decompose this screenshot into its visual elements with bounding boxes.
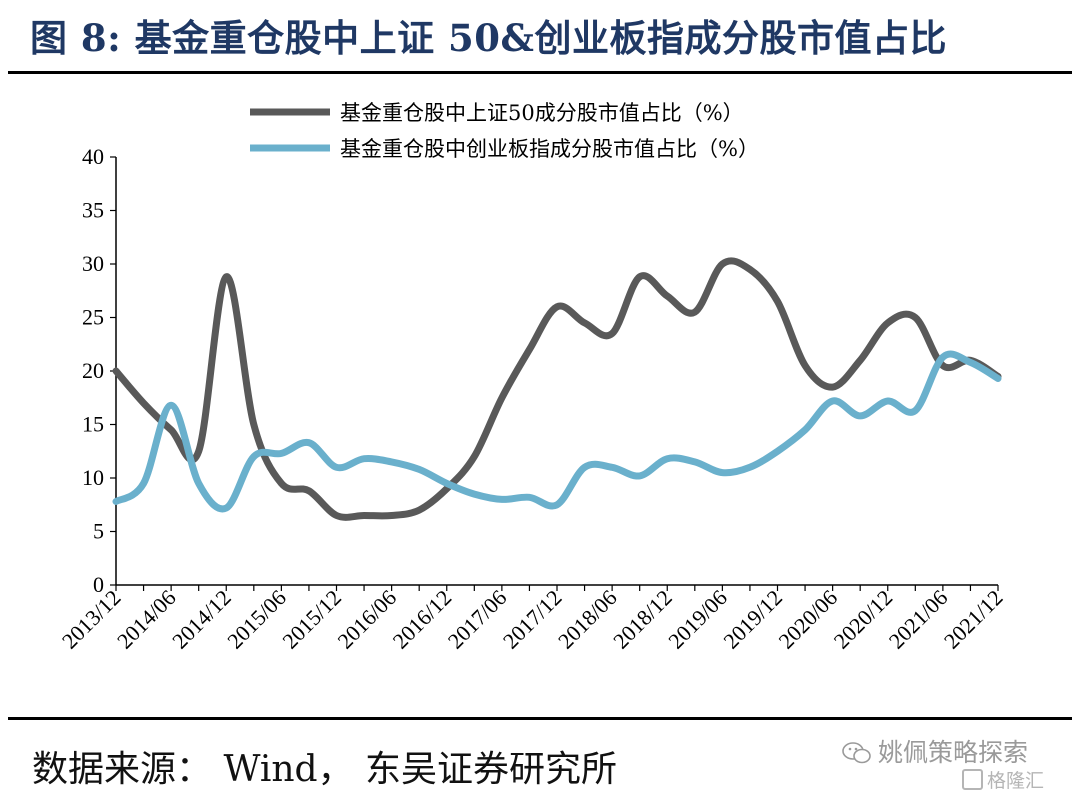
x-tick-label: 2019/06: [663, 585, 732, 654]
wechat-icon: [842, 742, 871, 764]
watermark-site: 格隆汇: [962, 766, 1044, 793]
top-divider: [8, 71, 1072, 74]
y-tick-label: 20: [82, 358, 104, 383]
x-tick-label: 2018/12: [608, 585, 677, 654]
x-tick-label: 2019/12: [718, 585, 787, 654]
y-tick-label: 40: [82, 144, 104, 169]
chart-figure-title: 图 8: 基金重仓股中上证 50&创业板指成分股市值占比: [30, 16, 947, 60]
x-tick-label: 2018/06: [553, 585, 622, 654]
watermark-account-name: 姚佩策略探索: [878, 738, 1029, 767]
x-tick-label: 2015/06: [222, 585, 291, 654]
line-chart: 基金重仓股中上证50成分股市值占比（%） 基金重仓股中创业板指成分股市值占比（%）…: [57, 101, 1008, 654]
legend-label: 基金重仓股中上证50成分股市值占比（%）: [340, 101, 744, 125]
watermark-account: 姚佩策略探索: [842, 733, 1028, 769]
x-tick-label: 2014/12: [167, 585, 236, 654]
watermark-site-name: 格隆汇: [987, 770, 1045, 792]
x-tick-label: 2020/12: [829, 585, 898, 654]
y-axis: 0 5 10 15 20 25 30 35 40: [82, 144, 117, 597]
y-tick-label: 25: [82, 305, 104, 330]
data-source-note: 数据来源： Wind， 东吴证券研究所: [32, 749, 618, 790]
legend-item-sz50: 基金重仓股中上证50成分股市值占比（%）: [250, 101, 744, 125]
x-tick-label: 2014/06: [112, 585, 181, 654]
x-axis: 2013/122014/062014/122015/062015/122016/…: [57, 584, 1008, 654]
series-line-cyb: [112, 350, 1002, 513]
x-tick-label: 2017/12: [498, 585, 567, 654]
legend-label: 基金重仓股中创业板指成分股市值占比（%）: [340, 137, 759, 161]
y-tick-label: 35: [82, 198, 104, 223]
x-tick-label: 2016/06: [332, 585, 401, 654]
y-tick-label: 5: [93, 519, 104, 544]
x-tick-label: 2015/12: [277, 585, 346, 654]
legend: 基金重仓股中上证50成分股市值占比（%） 基金重仓股中创业板指成分股市值占比（%）: [250, 101, 759, 161]
legend-item-cyb: 基金重仓股中创业板指成分股市值占比（%）: [250, 137, 759, 161]
y-tick-label: 30: [82, 251, 104, 276]
x-tick-label: 2020/06: [773, 585, 842, 654]
x-tick-label: 2013/12: [57, 585, 126, 654]
y-tick-label: 15: [82, 412, 104, 437]
x-tick-label: 2021/06: [884, 585, 953, 654]
y-tick-label: 10: [82, 465, 104, 490]
y-tick-label: 0: [93, 572, 104, 597]
x-tick-label: 2021/12: [939, 585, 1008, 654]
series-line-sz50: [112, 257, 1002, 521]
x-tick-label: 2016/12: [388, 585, 457, 654]
x-tick-label: 2017/06: [443, 585, 512, 654]
site-logo-icon: [962, 769, 983, 790]
bottom-divider: [8, 717, 1072, 720]
series-layer: [112, 257, 1002, 521]
